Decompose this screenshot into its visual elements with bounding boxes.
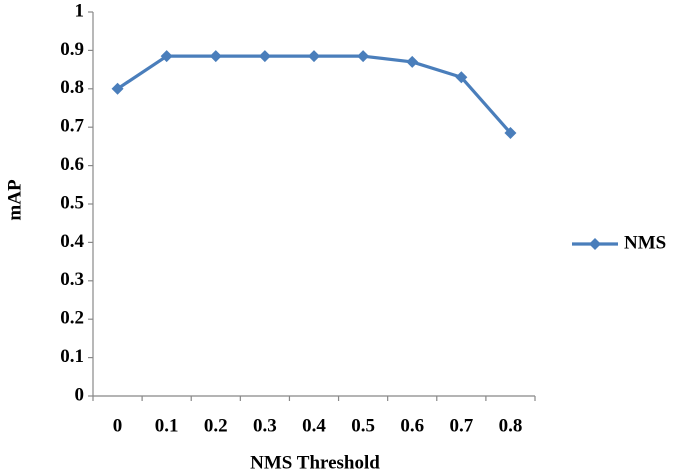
y-tick-label: 1 bbox=[75, 0, 85, 21]
line bbox=[116, 54, 512, 135]
x-tick-label: 0.1 bbox=[155, 415, 179, 436]
y-tick-label: 0.2 bbox=[60, 308, 84, 329]
y-tick-label: 0.3 bbox=[60, 269, 84, 290]
y-axis-title: mAP bbox=[4, 179, 25, 221]
y-tick-label: 0.4 bbox=[60, 231, 84, 252]
x-tick-label: 0.7 bbox=[449, 415, 473, 436]
legend-marker bbox=[589, 238, 601, 250]
marker bbox=[504, 126, 517, 139]
x-tick-label: 0.2 bbox=[204, 415, 228, 436]
x-tick-label: 0.3 bbox=[253, 415, 277, 436]
marker bbox=[308, 50, 320, 63]
x-tick-label: 0.8 bbox=[499, 415, 523, 436]
y-tick-label: 0 bbox=[75, 384, 85, 405]
y-tick-label: 0.8 bbox=[60, 77, 84, 98]
y-tick-label: 0.9 bbox=[60, 39, 84, 60]
marker bbox=[111, 82, 124, 95]
marker bbox=[406, 55, 419, 68]
y-tick-label: 0.6 bbox=[60, 154, 84, 175]
marker bbox=[160, 50, 173, 63]
x-axis-title: NMS Threshold bbox=[250, 452, 380, 473]
marker bbox=[258, 50, 271, 63]
legend-label: NMS bbox=[624, 232, 666, 253]
marker bbox=[357, 50, 370, 63]
x-tick-label: 0.5 bbox=[351, 415, 375, 436]
x-tick-label: 0 bbox=[113, 415, 123, 436]
marker bbox=[455, 71, 468, 84]
x-tick-label: 0.4 bbox=[302, 415, 326, 436]
x-tick-label: 0.6 bbox=[400, 415, 424, 436]
marker bbox=[209, 50, 222, 63]
y-tick-label: 0.7 bbox=[60, 116, 84, 137]
y-tick-label: 0.1 bbox=[60, 346, 84, 367]
y-tick-label: 0.5 bbox=[60, 192, 84, 213]
